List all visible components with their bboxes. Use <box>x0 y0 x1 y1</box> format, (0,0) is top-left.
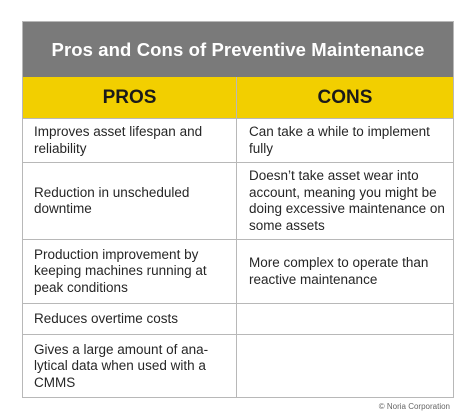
con-cell: More complex to operate than reactive ma… <box>237 240 453 303</box>
pro-text: Reduction in unscheduled downtime <box>34 184 190 217</box>
pros-column-header: PROS <box>23 77 237 118</box>
pro-text: Improves asset lifespan and reliability <box>34 124 203 156</box>
pro-cell: Reduction in unscheduled downtime <box>23 163 237 239</box>
pro-cell: Gives a large amount of ana-lytical data… <box>23 335 237 398</box>
pro-text: Reduces overtime costs <box>34 310 179 326</box>
con-cell: Can take a while to implement fully <box>237 119 453 162</box>
pro-cell: Improves asset lifespan and reliability <box>23 119 237 162</box>
con-cell <box>237 335 453 398</box>
table-header-row: PROS CONS <box>23 77 453 118</box>
pro-text: Production improvement by keeping machin… <box>34 246 207 295</box>
table-row: Production improvement by keeping machin… <box>23 239 453 303</box>
pros-cons-table: Pros and Cons of Preventive Maintenance … <box>22 21 454 398</box>
pro-text: Gives a large amount of ana-lytical data… <box>34 341 209 390</box>
table-title-bar: Pros and Cons of Preventive Maintenance <box>23 22 453 77</box>
con-text: Can take a while to implement fully <box>249 124 430 156</box>
table-title: Pros and Cons of Preventive Maintenance <box>51 38 425 60</box>
con-text: More complex to operate than reactive ma… <box>249 255 429 287</box>
table-row: Reduction in unscheduled downtime Doesn’… <box>23 162 453 239</box>
copyright-notice: © Noria Corporation <box>378 402 450 411</box>
table-row: Reduces overtime costs <box>23 303 453 334</box>
con-text: Doesn’t take asset wear into account, me… <box>249 168 445 233</box>
pro-cell: Production improvement by keeping machin… <box>23 240 237 303</box>
table-row: Gives a large amount of ana-lytical data… <box>23 334 453 398</box>
table-row: Improves asset lifespan and reliability … <box>23 118 453 162</box>
cons-column-header: CONS <box>317 86 373 108</box>
con-cell <box>237 304 453 334</box>
con-cell: Doesn’t take asset wear into account, me… <box>237 163 453 239</box>
pro-cell: Reduces overtime costs <box>23 304 237 334</box>
